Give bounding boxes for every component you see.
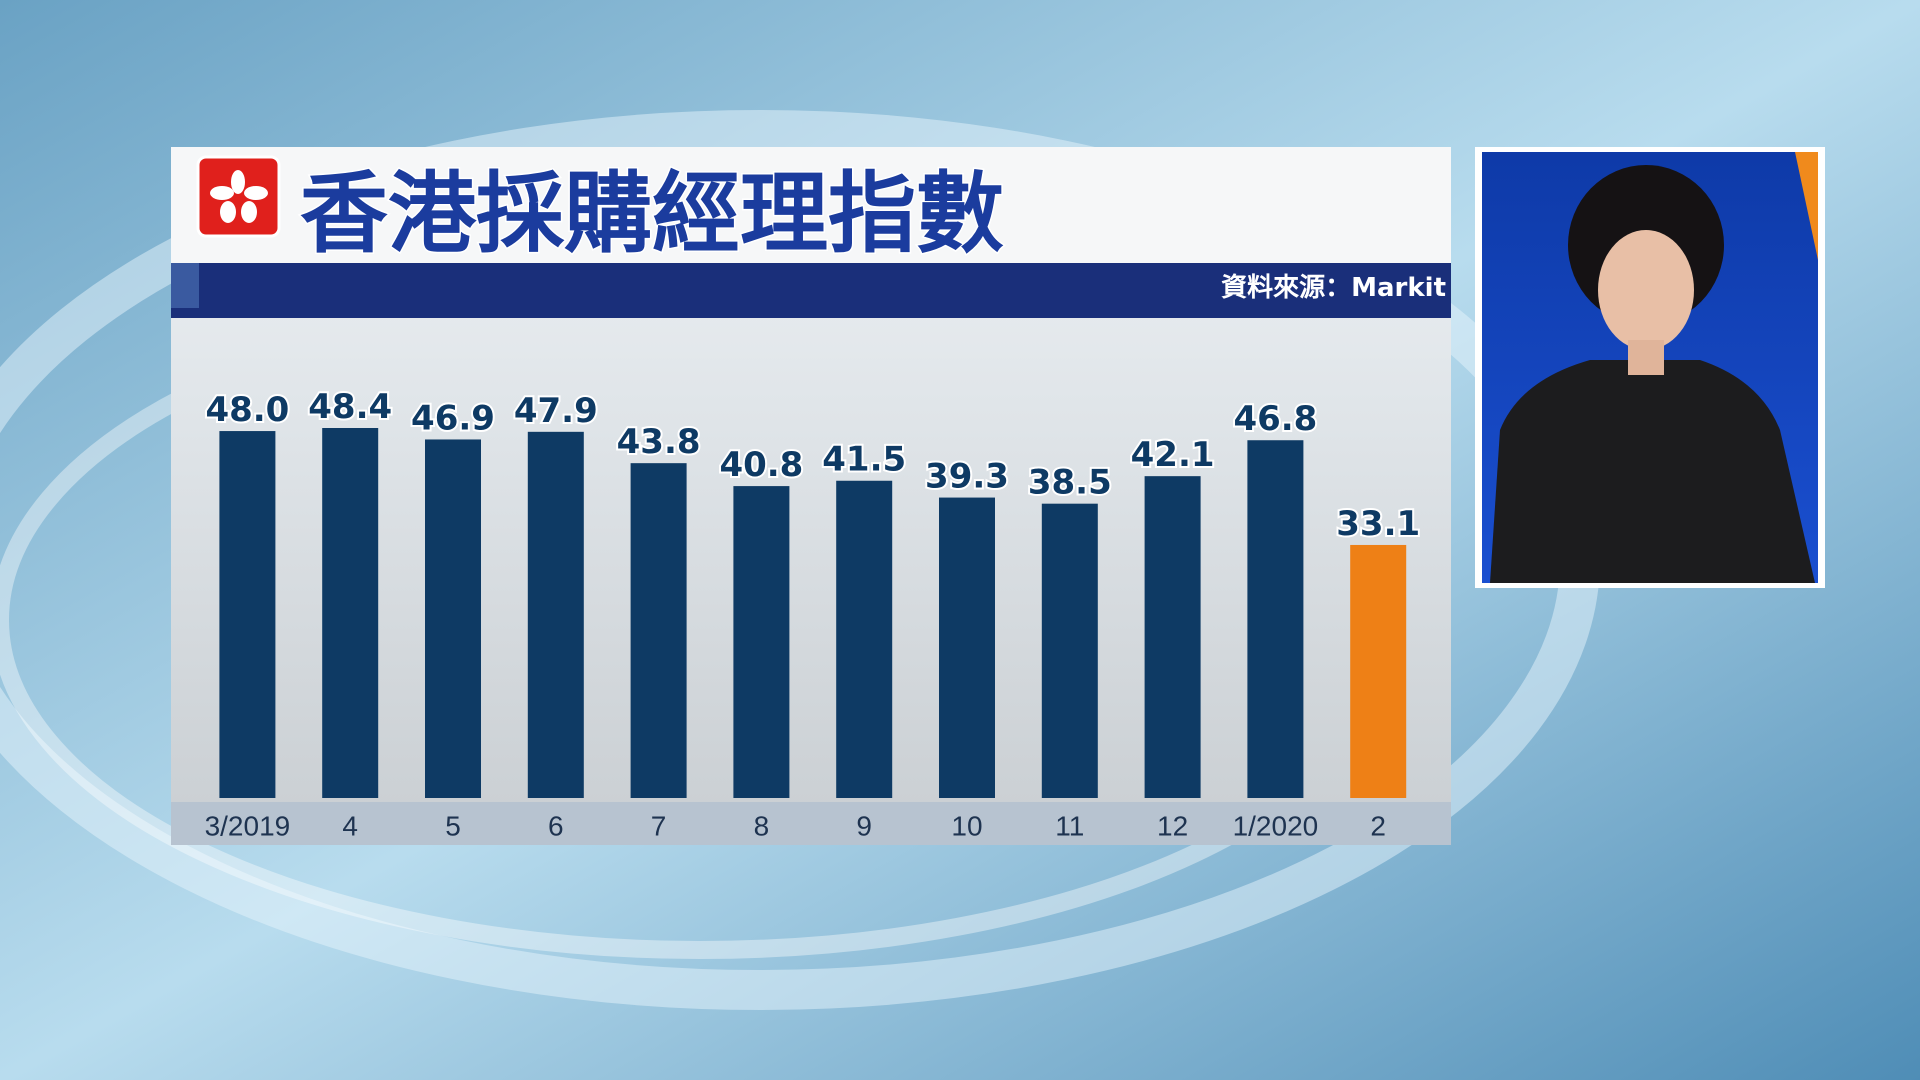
- bar: [1144, 476, 1201, 798]
- value-label: 41.5: [822, 440, 906, 480]
- x-tick-label: 4: [342, 810, 358, 841]
- chart-panel: [171, 147, 1451, 845]
- value-label: 46.9: [411, 398, 495, 438]
- value-label: 48.4: [308, 387, 392, 427]
- band-accent: [171, 263, 199, 308]
- x-tick-label: 5: [445, 810, 461, 841]
- title-band: [171, 147, 1451, 263]
- x-tick-label: 6: [548, 810, 564, 841]
- x-tick-label: 12: [1157, 810, 1188, 841]
- source-band: [171, 263, 1451, 318]
- value-label: 46.8: [1233, 399, 1317, 439]
- bar: [939, 497, 995, 798]
- x-tick-label: 1/2020: [1233, 810, 1319, 841]
- x-tick-label: 8: [754, 810, 770, 841]
- x-tick-label: 3/2019: [205, 810, 291, 841]
- flag-flower: [210, 170, 268, 223]
- bar: [1041, 503, 1098, 798]
- value-label: 42.1: [1131, 435, 1215, 475]
- bar: [219, 431, 276, 798]
- bar: [425, 439, 481, 798]
- value-label: 39.3: [925, 457, 1009, 497]
- category-band: [171, 802, 1451, 845]
- x-tick-label: 7: [651, 810, 667, 841]
- source-note: 資料來源：Markit: [1221, 273, 1446, 303]
- bar: [1350, 544, 1407, 798]
- value-label: 33.1: [1336, 504, 1420, 544]
- bar: [630, 463, 687, 798]
- hk-flag-icon: [196, 155, 281, 238]
- bar: [322, 428, 379, 798]
- value-label: 38.5: [1028, 463, 1112, 503]
- inset-accent: [1795, 152, 1818, 260]
- value-label: 40.8: [719, 445, 803, 485]
- bar: [1247, 440, 1304, 798]
- value-label: 48.0: [205, 390, 289, 430]
- presenter: [1490, 165, 1815, 583]
- x-tick-label: 10: [951, 810, 982, 841]
- x-tick-label: 2: [1370, 810, 1386, 841]
- bar: [733, 486, 790, 798]
- x-tick-label: 9: [856, 810, 872, 841]
- x-tick-label: 11: [1055, 810, 1084, 841]
- value-label: 43.8: [617, 422, 701, 462]
- bar: [527, 431, 584, 798]
- bar: [836, 480, 893, 798]
- value-label: 47.9: [514, 391, 598, 431]
- chart-title: 香港採購經理指數: [300, 162, 1004, 265]
